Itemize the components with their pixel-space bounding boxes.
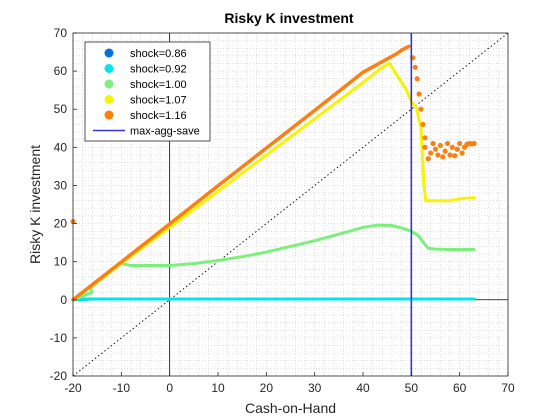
legend-label: shock=1.00: [130, 79, 187, 91]
legend-marker: [104, 110, 114, 120]
scatter-point: [444, 140, 451, 147]
series-line-3: [71, 62, 476, 302]
scatter-point: [471, 140, 477, 147]
axes-frame: [72, 32, 509, 377]
legend-label: shock=0.92: [130, 64, 187, 76]
scatter-point: [442, 148, 448, 154]
scatter-point: [440, 154, 446, 160]
legend-label: shock=0.86: [130, 48, 187, 60]
scatter-point: [422, 135, 428, 141]
y-tick-label: 50: [54, 102, 68, 116]
x-tick-label: -20: [64, 381, 82, 395]
scatter-point: [432, 146, 439, 152]
scatter-point: [447, 152, 453, 158]
series-line-1: [71, 297, 476, 302]
scatter-point: [412, 64, 418, 70]
scatter-point: [422, 144, 428, 150]
x-tick-label: 50: [405, 381, 419, 395]
legend-label: max-agg-save: [130, 126, 200, 138]
scatter-point: [452, 153, 458, 159]
y-tick-label: -20: [50, 369, 68, 383]
scatter-point: [425, 156, 431, 162]
legend-marker: [104, 64, 114, 73]
scatter-point: [428, 150, 434, 156]
series-line-4: [71, 44, 411, 302]
legend-box: [84, 41, 211, 142]
x-tick-label: -10: [113, 381, 131, 395]
tick-layer: -20 -10 0 10 20 30 40 50 60 70 -20 -10 0 10 20 30 40 50 60…: [50, 26, 515, 395]
y-tick-label: 0: [60, 293, 67, 307]
series-layer: [70, 33, 477, 376]
y-tick-label: 70: [54, 26, 68, 40]
y-tick-label: 40: [54, 140, 68, 154]
x-tick-label: 20: [260, 381, 274, 395]
scatter-point: [414, 76, 420, 82]
scatter-point: [420, 121, 426, 128]
scatter-point: [418, 106, 424, 112]
legend: shock=0.86 shock=0.92 shock=1.00 shock=1.07…: [84, 41, 211, 142]
scatter-point: [459, 150, 465, 156]
x-tick-label: 40: [356, 381, 370, 395]
scatter-point: [457, 140, 463, 147]
series-line-2: [71, 223, 476, 302]
legend-marker: [104, 95, 114, 104]
scatter-point: [430, 140, 436, 147]
chart-title: Risky K investment: [224, 10, 353, 26]
y-tick-label: 60: [54, 64, 68, 78]
diagonal-45-line: [72, 32, 509, 377]
legend-marker: [104, 79, 114, 89]
x-tick-label: 10: [211, 381, 225, 395]
y-tick-label: 30: [54, 178, 68, 192]
y-tick-label: -10: [50, 331, 68, 345]
scatter-point: [416, 91, 422, 97]
scatter-point: [437, 142, 443, 149]
y-tick-label: 10: [54, 255, 68, 269]
y-axis-label: Risky K investment: [27, 145, 43, 264]
scatter-point: [435, 152, 441, 158]
scatter-point: [454, 146, 460, 152]
x-tick-label: 30: [308, 381, 322, 395]
x-axis-label: Cash-on-Hand: [245, 400, 336, 416]
legend-label: shock=1.07: [130, 95, 187, 107]
scatter-point: [449, 144, 456, 150]
x-tick-label: 70: [501, 381, 515, 395]
y-tick-label: 20: [54, 217, 68, 231]
legend-label: shock=1.16: [130, 110, 187, 122]
legend-marker: [104, 48, 114, 58]
x-tick-label: 60: [453, 381, 467, 395]
x-tick-label: 0: [166, 381, 173, 395]
